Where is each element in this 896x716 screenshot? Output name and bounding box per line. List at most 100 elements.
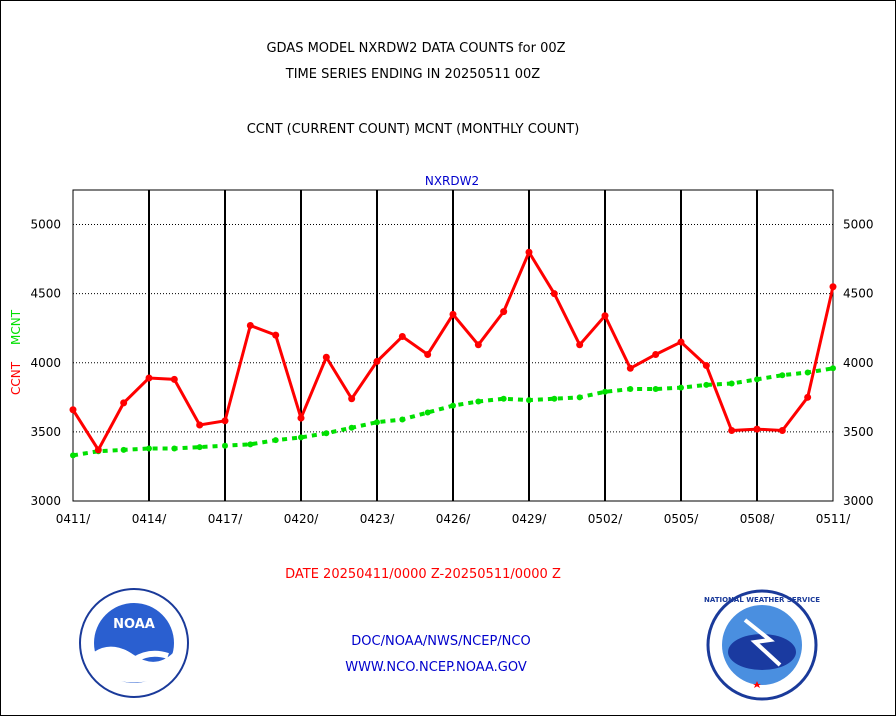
point-mcnt	[652, 386, 659, 393]
axis-layer: 3000 3000 3500 3500 4000 4000 4500 4500 5000 5000…	[30, 189, 874, 526]
y-tick-label-left: 3000	[30, 494, 61, 508]
noaa-logo-text: NOAA	[113, 617, 155, 632]
point-mcnt	[450, 402, 456, 409]
y-tick-label-right: 3000	[843, 494, 874, 508]
point-mcnt	[779, 372, 786, 379]
x-tick-label: 0505/	[664, 512, 700, 526]
point-ccnt	[221, 417, 229, 425]
website-link[interactable]: WWW.NCO.NCEP.NOAA.GOV	[345, 660, 527, 675]
point-mcnt	[298, 434, 304, 441]
point-mcnt	[222, 442, 228, 449]
point-ccnt	[829, 283, 837, 291]
y-tick-label-right: 4000	[843, 356, 874, 370]
y-axis-label-ccnt: CCNT	[9, 361, 23, 395]
point-mcnt	[475, 398, 482, 405]
grid-layer	[73, 190, 833, 501]
point-ccnt	[94, 446, 102, 454]
point-mcnt	[728, 380, 735, 387]
point-ccnt	[145, 374, 153, 382]
y-axis-label-mcnt: MCNT	[9, 309, 23, 345]
point-ccnt	[348, 395, 356, 403]
y-tick-label-left: 5000	[30, 218, 61, 232]
point-mcnt	[804, 369, 811, 376]
x-tick-label: 0423/	[360, 512, 396, 526]
x-tick-label: 0420/	[284, 512, 320, 526]
point-ccnt	[778, 427, 786, 435]
point-ccnt	[728, 427, 736, 435]
y-tick-label-left: 4000	[30, 356, 61, 370]
y-tick-label-left: 4500	[30, 287, 61, 301]
point-mcnt	[678, 384, 684, 391]
point-mcnt	[247, 441, 254, 448]
point-mcnt	[120, 446, 127, 453]
point-mcnt	[146, 445, 152, 452]
point-ccnt	[297, 414, 305, 422]
point-mcnt	[526, 397, 532, 404]
point-mcnt	[399, 416, 406, 423]
point-mcnt	[171, 445, 178, 452]
point-ccnt	[804, 393, 812, 401]
x-tick-label: 0502/	[588, 512, 624, 526]
point-mcnt	[500, 395, 507, 402]
point-ccnt	[322, 353, 330, 361]
point-ccnt	[576, 341, 584, 349]
point-ccnt	[677, 338, 685, 346]
point-ccnt	[474, 341, 482, 349]
point-ccnt	[601, 312, 609, 320]
point-ccnt	[120, 399, 128, 407]
point-ccnt	[69, 406, 77, 414]
y-tick-label-right: 5000	[843, 218, 874, 232]
point-ccnt	[525, 248, 533, 256]
point-ccnt	[246, 321, 254, 329]
point-ccnt	[373, 357, 381, 365]
x-tick-label: 0426/	[436, 512, 472, 526]
y-tick-label-left: 3500	[30, 425, 61, 439]
point-mcnt	[348, 424, 355, 431]
x-tick-label: 0511/	[816, 512, 852, 526]
point-mcnt	[754, 376, 760, 383]
nws-logo: NATIONAL WEATHER SERVICE	[704, 589, 820, 701]
point-ccnt	[500, 308, 508, 316]
x-tick-label: 0414/	[132, 512, 168, 526]
y-tick-label-right: 4500	[843, 287, 874, 301]
point-mcnt	[602, 388, 608, 395]
y-tick-label-right: 3500	[843, 425, 874, 439]
plot-border	[72, 189, 834, 502]
point-mcnt	[374, 419, 380, 426]
header-line-2: TIME SERIES ENDING IN 20250511 00Z	[285, 67, 541, 82]
point-mcnt	[424, 409, 431, 416]
x-tick-label: 0508/	[740, 512, 776, 526]
point-mcnt	[703, 381, 710, 388]
org-path-label: DOC/NOAA/NWS/NCEP/NCO	[351, 634, 530, 649]
x-tick-label: 0417/	[208, 512, 244, 526]
header-line-1: GDAS MODEL NXRDW2 DATA COUNTS for 00Z	[266, 41, 565, 56]
date-range-label: DATE 20250411/0000 Z-20250511/0000 Z	[285, 567, 561, 582]
point-ccnt	[272, 331, 280, 339]
point-mcnt	[323, 430, 330, 437]
point-ccnt	[424, 350, 432, 358]
point-mcnt	[627, 386, 634, 393]
point-ccnt	[702, 362, 710, 370]
point-ccnt	[449, 310, 457, 318]
chart-title: NXRDW2	[425, 174, 479, 188]
series-layer	[69, 248, 837, 459]
point-ccnt	[652, 350, 660, 358]
header-line-3: CCNT (CURRENT COUNT) MCNT (MONTHLY COUNT…	[247, 122, 580, 137]
point-mcnt	[551, 395, 558, 402]
point-ccnt	[398, 333, 406, 341]
x-tick-label: 0411/	[56, 512, 92, 526]
point-mcnt	[272, 437, 279, 444]
point-mcnt	[830, 365, 836, 372]
point-ccnt	[550, 290, 558, 298]
nws-logo-text: NATIONAL WEATHER SERVICE	[704, 596, 820, 604]
point-ccnt	[170, 375, 178, 383]
point-ccnt	[753, 425, 761, 433]
x-tick-label: 0429/	[512, 512, 548, 526]
point-ccnt	[626, 364, 634, 372]
point-mcnt	[70, 452, 76, 459]
point-mcnt	[576, 394, 583, 401]
noaa-logo: NOAA	[79, 588, 189, 698]
point-mcnt	[196, 444, 203, 451]
point-ccnt	[196, 421, 204, 429]
